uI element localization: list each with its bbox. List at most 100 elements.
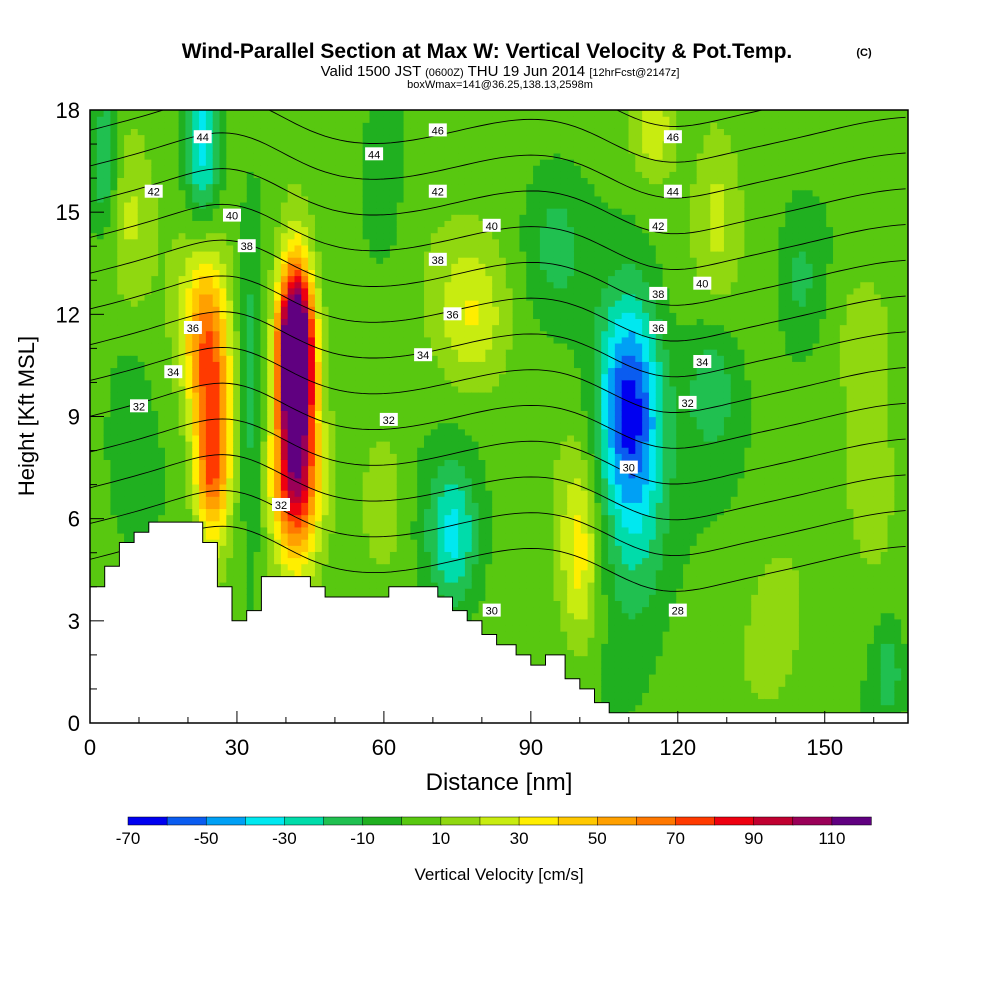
velocity-cell — [239, 214, 248, 221]
velocity-cell — [362, 447, 371, 454]
velocity-cell — [130, 159, 139, 166]
velocity-cell — [355, 165, 364, 172]
velocity-cell — [383, 165, 391, 172]
velocity-cell — [403, 146, 411, 154]
velocity-cell — [239, 355, 248, 362]
velocity-cell — [308, 502, 316, 510]
velocity-cell — [192, 514, 200, 522]
velocity-cell — [171, 232, 180, 240]
velocity-cell — [137, 159, 146, 166]
velocity-cell — [362, 563, 371, 571]
velocity-cell — [137, 257, 146, 264]
velocity-cell — [212, 336, 221, 344]
velocity-cell — [417, 361, 425, 369]
velocity-cell — [178, 404, 187, 411]
velocity-cell — [321, 447, 330, 454]
velocity-cell — [274, 208, 282, 215]
velocity-cell — [308, 171, 316, 179]
velocity-cell — [301, 514, 309, 522]
velocity-cell — [287, 342, 296, 350]
velocity-cell — [314, 428, 323, 436]
velocity-cell — [137, 520, 146, 528]
velocity-cell — [178, 398, 187, 405]
velocity-cell — [151, 416, 159, 424]
velocity-cell — [151, 477, 159, 485]
velocity-cell — [424, 434, 432, 442]
velocity-cell — [267, 373, 275, 381]
velocity-cell — [199, 263, 207, 270]
velocity-cell — [185, 110, 193, 117]
velocity-cell — [260, 422, 268, 430]
velocity-cell — [233, 355, 241, 362]
velocity-cell — [403, 514, 411, 522]
velocity-cell — [144, 514, 152, 522]
velocity-cell — [96, 312, 105, 320]
velocity-cell — [124, 324, 132, 332]
velocity-cell — [355, 201, 364, 209]
velocity-cell — [369, 330, 377, 338]
valid-time-line: Valid 1500 JST (0600Z) THU 19 Jun 2014 [… — [321, 63, 680, 80]
velocity-cell — [335, 214, 343, 221]
velocity-cell — [178, 336, 187, 344]
velocity-cell — [137, 140, 146, 148]
velocity-cell — [403, 441, 411, 448]
velocity-cell — [389, 465, 398, 473]
velocity-cell — [335, 361, 343, 369]
velocity-cell — [219, 441, 227, 448]
velocity-cell — [246, 563, 255, 571]
velocity-cell — [362, 159, 371, 166]
velocity-cell — [103, 391, 112, 399]
velocity-cell — [233, 563, 241, 571]
velocity-cell — [321, 152, 330, 160]
velocity-cell — [110, 447, 118, 454]
velocity-cell — [199, 502, 207, 510]
velocity-cell — [410, 269, 418, 277]
velocity-cell — [369, 582, 377, 589]
velocity-cell — [260, 177, 268, 185]
velocity-cell — [178, 275, 187, 283]
velocity-cell — [410, 349, 418, 356]
velocity-cell — [137, 134, 146, 142]
velocity-cell — [294, 110, 302, 117]
velocity-cell — [253, 551, 262, 559]
velocity-cell — [335, 520, 343, 528]
velocity-cell — [117, 373, 125, 381]
velocity-cell — [342, 159, 350, 166]
velocity-cell — [321, 257, 330, 264]
velocity-cell — [130, 447, 139, 454]
velocity-cell — [410, 410, 418, 418]
velocity-cell — [192, 398, 200, 405]
velocity-cell — [362, 226, 371, 234]
velocity-cell — [253, 588, 262, 595]
velocity-cell — [192, 208, 200, 215]
velocity-cell — [110, 244, 118, 252]
velocity-cell — [287, 532, 296, 540]
velocity-cell — [185, 459, 193, 467]
velocity-cell — [96, 361, 105, 369]
velocity-cell — [410, 226, 418, 234]
velocity-cell — [301, 159, 309, 166]
velocity-cell — [403, 361, 411, 369]
velocity-cell — [212, 263, 221, 270]
velocity-cell — [233, 269, 241, 277]
velocity-cell — [124, 532, 132, 540]
velocity-cell — [328, 404, 336, 411]
velocity-cell — [219, 263, 227, 270]
velocity-cell — [205, 220, 214, 228]
velocity-cell — [226, 398, 234, 405]
velocity-cell — [267, 539, 275, 546]
velocity-cell — [417, 134, 425, 142]
velocity-cell — [308, 201, 316, 209]
velocity-cell — [376, 214, 384, 221]
velocity-cell — [233, 244, 241, 252]
velocity-cell — [362, 398, 371, 405]
velocity-cell — [383, 110, 391, 117]
velocity-cell — [144, 110, 152, 117]
velocity-cell — [260, 539, 268, 546]
velocity-cell — [424, 177, 432, 185]
velocity-cell — [219, 428, 227, 436]
velocity-cell — [349, 269, 357, 277]
velocity-cell — [151, 250, 159, 258]
velocity-cell — [308, 545, 316, 552]
velocity-cell — [308, 146, 316, 154]
